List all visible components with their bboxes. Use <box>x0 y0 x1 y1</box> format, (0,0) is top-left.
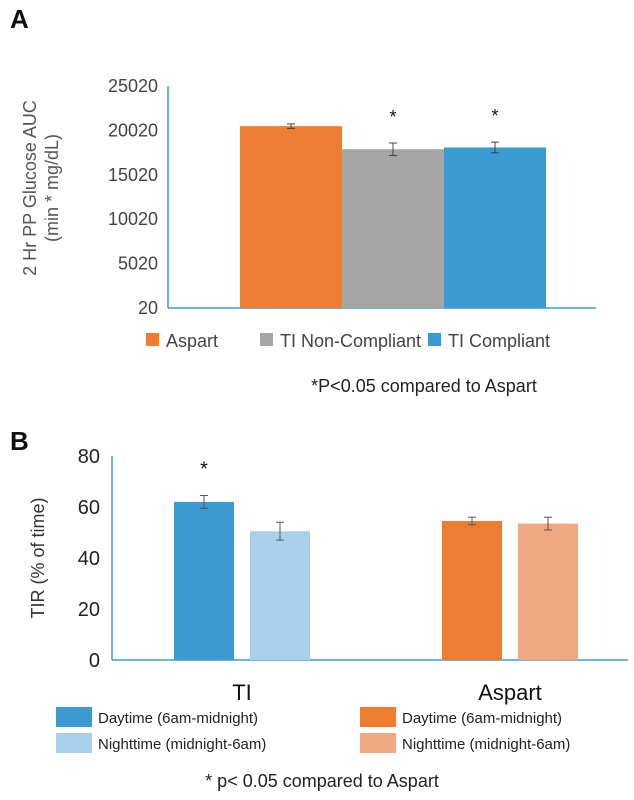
panel-b-y-tick-label: 60 <box>78 497 100 519</box>
panel-b-legend: Daytime (6am-midnight) Nighttime (midnigh… <box>56 707 570 753</box>
panel-a-bar <box>342 149 444 308</box>
panel-b-y-tick-label: 80 <box>78 446 100 468</box>
panel-b-bar <box>442 521 502 660</box>
panel-a-legend-swatch <box>146 333 159 346</box>
panel-a-ylabel-line2: (min * mg/dL) <box>42 134 62 242</box>
panel-a-plot: 20 5020 10020 15020 20020 25020 * * <box>108 76 596 318</box>
panel-b-legend-label: Nighttime (midnight-6am) <box>98 736 266 753</box>
panel-b-legend-label: Nighttime (midnight-6am) <box>402 736 570 753</box>
panel-b-letter: B <box>10 426 29 456</box>
panel-b-bar <box>174 501 234 660</box>
panel-b-legend-label: Daytime (6am-midnight) <box>98 710 258 727</box>
panel-b-legend-label: Daytime (6am-midnight) <box>402 710 562 727</box>
panel-b-legend-swatch <box>360 733 396 753</box>
panel-b-bar <box>518 523 578 660</box>
panel-b-ylabel: TIR (% of time) <box>28 497 48 618</box>
panel-a-y-tick-label: 20 <box>138 298 158 318</box>
panel-b-legend-swatch <box>56 733 92 753</box>
panel-a-legend-label: TI Compliant <box>448 331 550 351</box>
panel-a-y-tick-label: 5020 <box>118 254 158 274</box>
panel-a-y-tick-label: 25020 <box>108 76 158 96</box>
panel-b-category-label: Aspart <box>478 680 542 705</box>
panel-a-legend-swatch <box>428 333 441 346</box>
panel-b-significance-marker: * <box>200 459 208 481</box>
panel-a-bar <box>240 126 342 308</box>
panel-a-y-tick-label: 20020 <box>108 120 158 140</box>
panel-a-y-tick-label: 15020 <box>108 165 158 185</box>
panel-a-bar <box>444 147 546 308</box>
panel-a-ylabel-line1: 2 Hr PP Glucose AUC <box>20 100 40 276</box>
panel-b-y-tick-label: 0 <box>89 650 100 672</box>
panel-a-legend-label: TI Non-Compliant <box>280 331 421 351</box>
panel-a-significance-marker: * <box>491 106 498 126</box>
panel-a-legend: Aspart TI Non-Compliant TI Compliant <box>146 331 550 351</box>
panel-b-legend-swatch <box>360 707 396 727</box>
panel-b-category-label: TI <box>232 680 252 705</box>
panel-a-y-tick-label: 10020 <box>108 209 158 229</box>
panel-a-footnote: *P<0.05 compared to Aspart <box>311 376 537 396</box>
panel-b-y-tick-label: 40 <box>78 548 100 570</box>
panel-a-legend-swatch <box>260 333 273 346</box>
panel-a-significance-marker: * <box>389 107 396 127</box>
panel-a-legend-label: Aspart <box>166 331 218 351</box>
panel-b-footnote: * p< 0.05 compared to Aspart <box>205 771 439 791</box>
panel-b-plot: 0 20 40 60 80 * TI Aspart <box>78 446 628 705</box>
panel-b-bar <box>250 531 310 660</box>
panel-a-letter: A <box>10 4 29 34</box>
panel-b-legend-swatch <box>56 707 92 727</box>
panel-b-y-tick-label: 20 <box>78 599 100 621</box>
